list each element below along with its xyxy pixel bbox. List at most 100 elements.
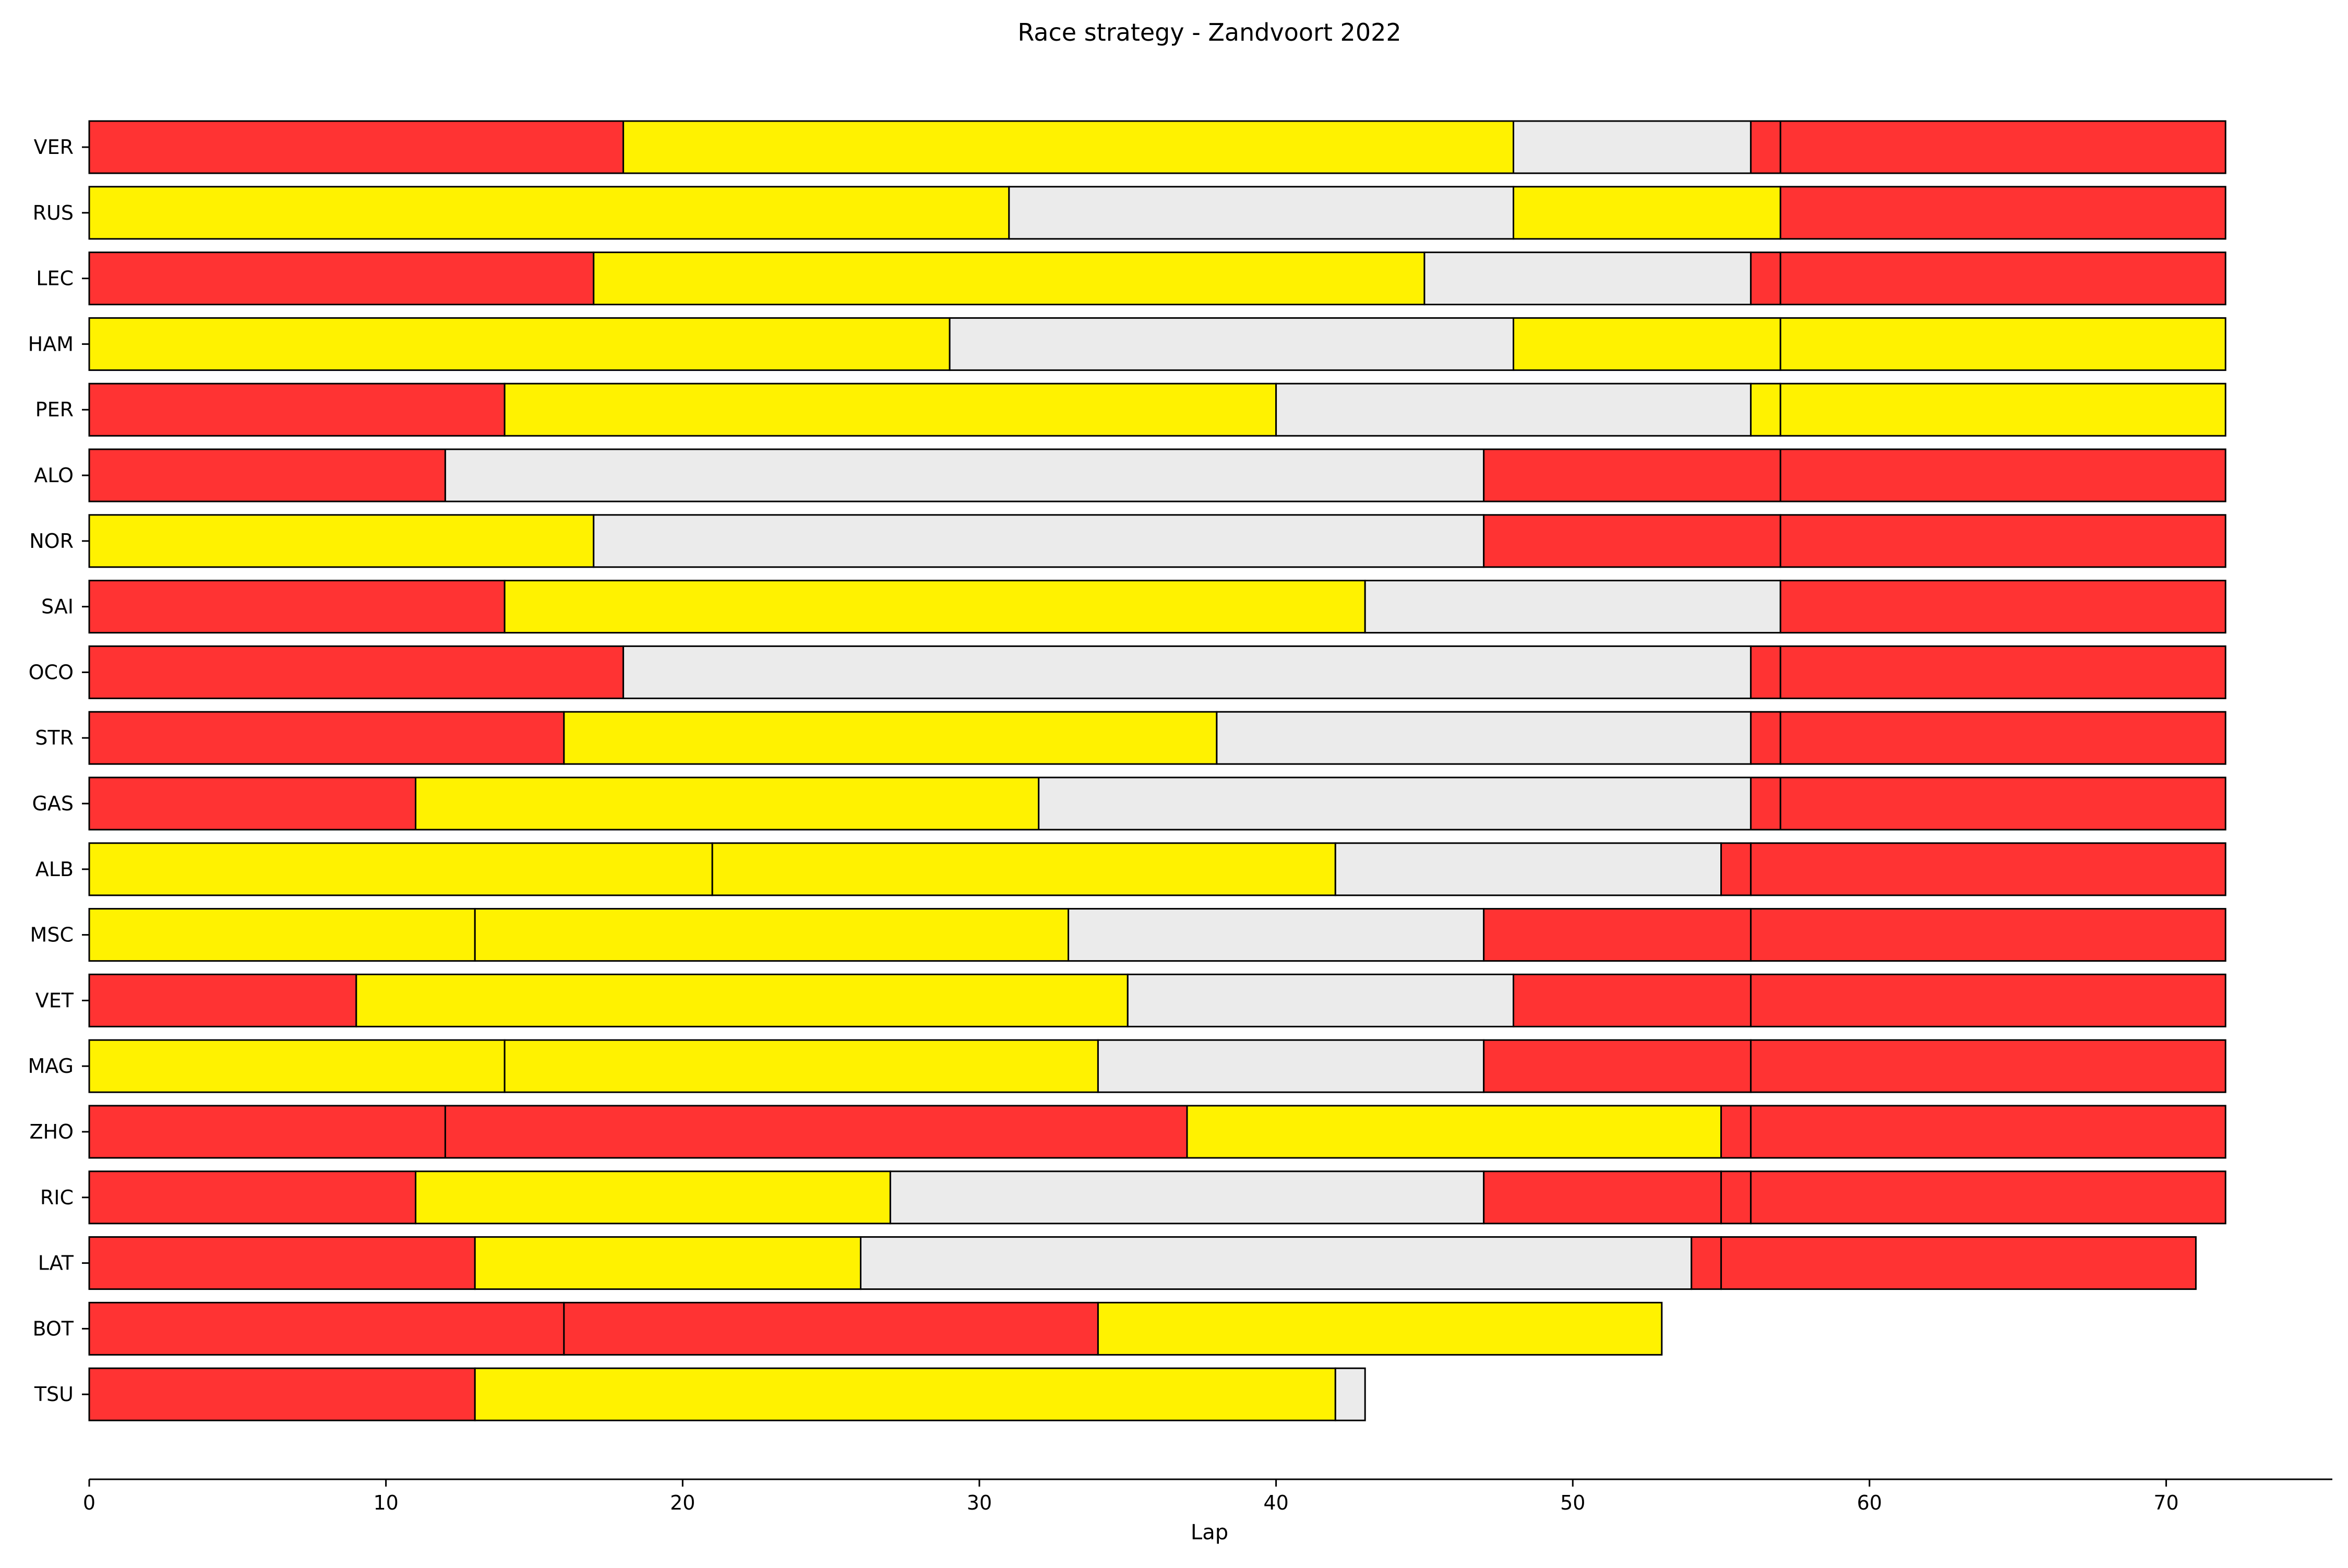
stint-bar-lec-4 xyxy=(1750,252,1781,306)
stint-bar-alo-3 xyxy=(1483,448,1781,502)
bars-layer xyxy=(88,120,2226,1421)
stint-bar-per-5 xyxy=(1779,382,2226,437)
x-axis-label: Lap xyxy=(1191,1521,1228,1545)
stint-bar-sai-4 xyxy=(1779,580,2226,634)
stint-bar-str-4 xyxy=(1750,711,1781,765)
y-tick-label-ric: RIC xyxy=(40,1186,74,1209)
stint-bar-zho-1 xyxy=(88,1105,446,1159)
x-tick-label-10: 10 xyxy=(373,1491,398,1514)
stint-bar-per-3 xyxy=(1275,382,1752,437)
stint-bar-lec-3 xyxy=(1423,252,1752,306)
stint-bar-sai-2 xyxy=(504,580,1366,634)
stint-bar-gas-3 xyxy=(1038,776,1752,831)
stint-bar-ver-1 xyxy=(88,120,625,174)
stint-bar-ver-2 xyxy=(622,120,1515,174)
stint-bar-mag-1 xyxy=(88,1039,506,1093)
y-tick-label-ham: HAM xyxy=(28,332,74,355)
stint-bar-per-4 xyxy=(1750,382,1781,437)
stint-bar-per-2 xyxy=(504,382,1277,437)
stint-bar-bot-2 xyxy=(563,1301,1099,1356)
stint-bar-ver-3 xyxy=(1513,120,1752,174)
stint-bar-oco-4 xyxy=(1779,645,2226,699)
stint-bar-alo-2 xyxy=(444,448,1485,502)
stint-bar-alb-5 xyxy=(1750,842,2226,896)
stint-bar-zho-3 xyxy=(1186,1105,1722,1159)
x-tick-label-40: 40 xyxy=(1263,1491,1288,1514)
stint-bar-nor-4 xyxy=(1779,514,2226,568)
stint-bar-ric-2 xyxy=(415,1170,891,1225)
stint-bar-vet-4 xyxy=(1513,973,1752,1027)
x-tick-label-20: 20 xyxy=(670,1491,695,1514)
stint-bar-vet-5 xyxy=(1750,973,2226,1027)
y-tick-label-lec: LEC xyxy=(36,267,74,290)
stint-bar-msc-2 xyxy=(474,908,1070,962)
y-tick-label-ver: VER xyxy=(34,136,74,159)
stint-bar-ric-4 xyxy=(1483,1170,1722,1225)
stint-bar-oco-3 xyxy=(1750,645,1781,699)
stint-bar-vet-3 xyxy=(1127,973,1515,1027)
stint-bar-alb-2 xyxy=(711,842,1336,896)
stint-bar-ver-5 xyxy=(1779,120,2226,174)
stint-bar-nor-3 xyxy=(1483,514,1781,568)
y-tick-label-tsu: TSU xyxy=(34,1383,74,1406)
stint-bar-str-3 xyxy=(1216,711,1752,765)
stint-bar-ric-3 xyxy=(889,1170,1485,1225)
stint-bar-str-5 xyxy=(1779,711,2226,765)
stint-bar-ham-4 xyxy=(1779,317,2226,371)
stint-bar-rus-4 xyxy=(1779,186,2226,240)
stint-bar-alo-1 xyxy=(88,448,446,502)
stint-bar-alb-1 xyxy=(88,842,713,896)
stint-bar-lat-1 xyxy=(88,1236,476,1290)
stint-bar-mag-3 xyxy=(1097,1039,1485,1093)
y-tick-label-lat: LAT xyxy=(38,1252,74,1275)
stint-bar-bot-3 xyxy=(1097,1301,1663,1356)
stint-bar-alb-3 xyxy=(1334,842,1722,896)
x-tick-label-0: 0 xyxy=(83,1491,95,1514)
y-tick-label-oco: OCO xyxy=(29,661,74,684)
stint-bar-gas-5 xyxy=(1779,776,2226,831)
x-tick-label-30: 30 xyxy=(967,1491,992,1514)
stint-bar-lat-5 xyxy=(1720,1236,2197,1290)
stint-bar-rus-2 xyxy=(1008,186,1515,240)
y-tick-label-zho: ZHO xyxy=(29,1120,74,1143)
stint-bar-msc-1 xyxy=(88,908,476,962)
x-tick-label-60: 60 xyxy=(1857,1491,1882,1514)
stint-bar-lec-5 xyxy=(1779,252,2226,306)
stint-bar-vet-1 xyxy=(88,973,357,1027)
stint-bar-lec-1 xyxy=(88,252,595,306)
y-tick-label-rus: RUS xyxy=(33,201,74,224)
y-tick-label-mag: MAG xyxy=(28,1055,74,1078)
stint-bar-bot-1 xyxy=(88,1301,565,1356)
stint-bar-msc-4 xyxy=(1483,908,1752,962)
stint-bar-gas-4 xyxy=(1750,776,1781,831)
x-tick-label-70: 70 xyxy=(2153,1491,2178,1514)
stint-bar-alb-4 xyxy=(1720,842,1752,896)
stint-bar-str-2 xyxy=(563,711,1218,765)
stint-bar-msc-3 xyxy=(1068,908,1485,962)
stint-bar-ric-6 xyxy=(1750,1170,2226,1225)
y-tick-label-gas: GAS xyxy=(32,792,74,815)
y-tick-label-msc: MSC xyxy=(30,924,74,947)
y-tick-label-str: STR xyxy=(35,726,74,749)
stint-bar-per-1 xyxy=(88,382,506,437)
y-tick-label-sai: SAI xyxy=(41,595,74,618)
stint-bar-vet-2 xyxy=(355,973,1129,1027)
y-axis: VER RUS LEC HAM PER ALO NOR SAI OCO STR GAS ALB MSC V… xyxy=(28,136,89,1406)
stint-bar-tsu-3 xyxy=(1334,1367,1366,1421)
stint-bar-gas-1 xyxy=(88,776,417,831)
stint-bar-msc-5 xyxy=(1750,908,2226,962)
stint-bar-tsu-2 xyxy=(474,1367,1336,1421)
stint-bar-mag-5 xyxy=(1750,1039,2226,1093)
stint-bar-gas-2 xyxy=(415,776,1040,831)
y-tick-label-bot: BOT xyxy=(32,1317,74,1340)
stint-bar-oco-2 xyxy=(622,645,1752,699)
stint-bar-lat-2 xyxy=(474,1236,861,1290)
stint-bar-ham-2 xyxy=(949,317,1515,371)
y-tick-label-nor: NOR xyxy=(29,530,74,553)
y-tick-label-alo: ALO xyxy=(34,464,74,487)
stint-bar-str-1 xyxy=(88,711,565,765)
y-tick-label-per: PER xyxy=(35,398,74,421)
stint-bar-oco-1 xyxy=(88,645,625,699)
stint-bar-alo-4 xyxy=(1779,448,2226,502)
